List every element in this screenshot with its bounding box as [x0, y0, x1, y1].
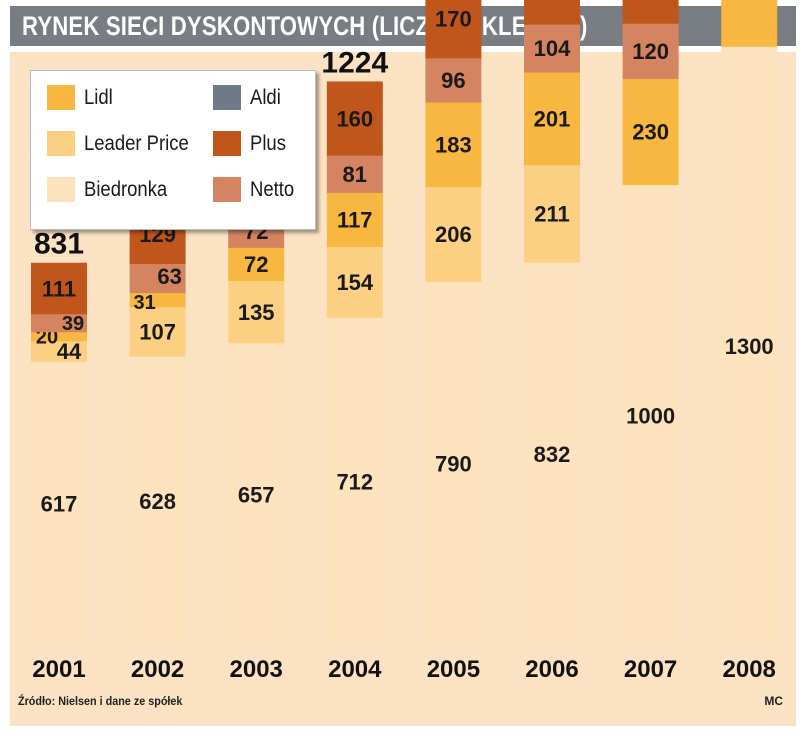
- data-label-biedronka-2008: 1300: [725, 334, 774, 359]
- data-label-biedronka-2003: 657: [238, 482, 275, 507]
- data-label-leader-price-2004: 154: [336, 270, 373, 295]
- legend-label: Lidl: [84, 85, 113, 109]
- bar-netto-2004: [326, 155, 383, 193]
- bar-plus-2001: [31, 262, 87, 315]
- data-label-netto-2001: 39: [62, 313, 84, 335]
- data-label-leader-price-2003: 135: [238, 300, 275, 325]
- data-label-biedronka-2002: 628: [139, 489, 176, 514]
- bar-leader-price-2002: [129, 307, 186, 357]
- total-label-2001: 831: [34, 228, 84, 261]
- legend-label: Netto: [250, 177, 295, 201]
- x-tick-label-2001: 2001: [32, 656, 85, 683]
- bar-lidl-2004: [326, 192, 383, 247]
- data-label-plus-2004: 160: [336, 106, 373, 131]
- legend-swatch: [47, 177, 75, 202]
- legend-item-aldi: Aldi: [213, 85, 285, 110]
- data-label-leader-price-2002: 107: [139, 320, 176, 345]
- x-tick-label-2004: 2004: [328, 656, 382, 683]
- x-tick-label-2002: 2002: [131, 656, 184, 683]
- bar-biedronka-2006: [524, 262, 580, 647]
- bar-biedronka-2001: [31, 361, 87, 647]
- bar-plus-2005: [425, 0, 482, 59]
- bar-lidl-2002: [129, 292, 186, 308]
- legend-swatch: [213, 131, 241, 156]
- data-label-lidl-2005: 183: [435, 132, 472, 157]
- data-label-netto-2002: 63: [157, 264, 181, 289]
- source-note: Źródło: Nielsen i dane ze spółek: [18, 694, 183, 708]
- data-label-biedronka-2001: 617: [41, 492, 78, 517]
- bar-netto-2007: [622, 23, 679, 80]
- bar-biedronka-2007: [622, 184, 679, 647]
- legend-label: Biedronka: [84, 177, 168, 201]
- legend-swatch: [213, 85, 241, 110]
- legend-item-plus: Plus: [213, 131, 291, 156]
- bar-plus-2006: [524, 0, 580, 25]
- bar-lidl-2008: [721, 0, 778, 47]
- legend: Lidl Leader Price Biedronka Aldi Plus Netto: [30, 70, 316, 230]
- bar-plus-2004: [326, 81, 383, 156]
- chart-title: RYNEK SIECI DYSKONTOWYCH (LICZBA SKLEPÓW…: [22, 11, 588, 41]
- bar-leader-price-2004: [326, 246, 383, 318]
- bar-biedronka-2008: [721, 46, 778, 647]
- bar-lidl-2006: [524, 72, 580, 166]
- bar-netto-2005: [425, 57, 482, 103]
- legend-label: Plus: [250, 131, 286, 155]
- data-label-plus-2001: 111: [42, 276, 76, 301]
- data-label-leader-price-2001: 44: [57, 339, 82, 364]
- bar-leader-price-2003: [228, 280, 285, 344]
- legend-item-biedronka: Biedronka: [47, 177, 179, 202]
- bar-plus-2007: [622, 0, 679, 24]
- bar-biedronka-2003: [228, 342, 285, 647]
- legend-item-leader-price: Leader Price: [47, 131, 203, 156]
- legend-label: Aldi: [250, 85, 281, 109]
- legend-swatch: [47, 131, 75, 156]
- data-label-lidl-2002: 31: [133, 292, 155, 314]
- data-label-netto-2007: 120: [632, 39, 669, 64]
- data-label-netto-2006: 104: [534, 36, 571, 61]
- bar-biedronka-2004: [326, 317, 383, 647]
- legend-item-netto: Netto: [213, 177, 300, 202]
- data-label-netto-2004: 81: [343, 162, 367, 187]
- bar-leader-price-2006: [524, 164, 580, 263]
- data-label-leader-price-2005: 206: [435, 222, 472, 247]
- x-tick-label-2005: 2005: [427, 656, 480, 683]
- bar-lidl-2001: [31, 331, 87, 342]
- legend-item-lidl: Lidl: [47, 85, 117, 110]
- data-label-lidl-2006: 201: [534, 107, 571, 132]
- bar-lidl-2003: [228, 247, 285, 282]
- data-label-lidl-2003: 72: [244, 252, 268, 277]
- data-label-biedronka-2006: 832: [534, 442, 571, 467]
- bar-leader-price-2005: [425, 186, 482, 282]
- bar-netto-2001: [31, 313, 87, 333]
- x-tick-label-2008: 2008: [723, 656, 776, 683]
- data-label-netto-2005: 96: [441, 68, 465, 93]
- bar-lidl-2007: [622, 78, 679, 186]
- legend-label: Leader Price: [84, 131, 189, 155]
- data-label-lidl-2004: 117: [337, 208, 373, 233]
- bar-biedronka-2002: [129, 356, 186, 647]
- bar-netto-2006: [524, 24, 580, 73]
- bar-netto-2002: [129, 263, 186, 294]
- legend-swatch: [213, 177, 241, 202]
- bar-lidl-2005: [425, 102, 482, 187]
- x-tick-label-2003: 2003: [230, 656, 283, 683]
- data-label-biedronka-2007: 1000: [626, 403, 675, 428]
- x-tick-label-2006: 2006: [525, 656, 578, 683]
- bar-leader-price-2001: [31, 341, 87, 362]
- data-label-plus-2005: 170: [435, 7, 472, 32]
- data-label-leader-price-2006: 211: [534, 202, 570, 227]
- author-credit: MC: [764, 694, 783, 708]
- data-label-lidl-2007: 230: [632, 120, 669, 145]
- x-tick-label-2007: 2007: [624, 656, 677, 683]
- data-label-lidl-2001: 20: [36, 327, 58, 349]
- bar-biedronka-2005: [425, 281, 482, 647]
- total-label-2004: 1224: [321, 46, 388, 79]
- data-label-biedronka-2004: 712: [336, 470, 373, 495]
- legend-swatch: [47, 85, 75, 110]
- data-label-biedronka-2005: 790: [435, 452, 472, 477]
